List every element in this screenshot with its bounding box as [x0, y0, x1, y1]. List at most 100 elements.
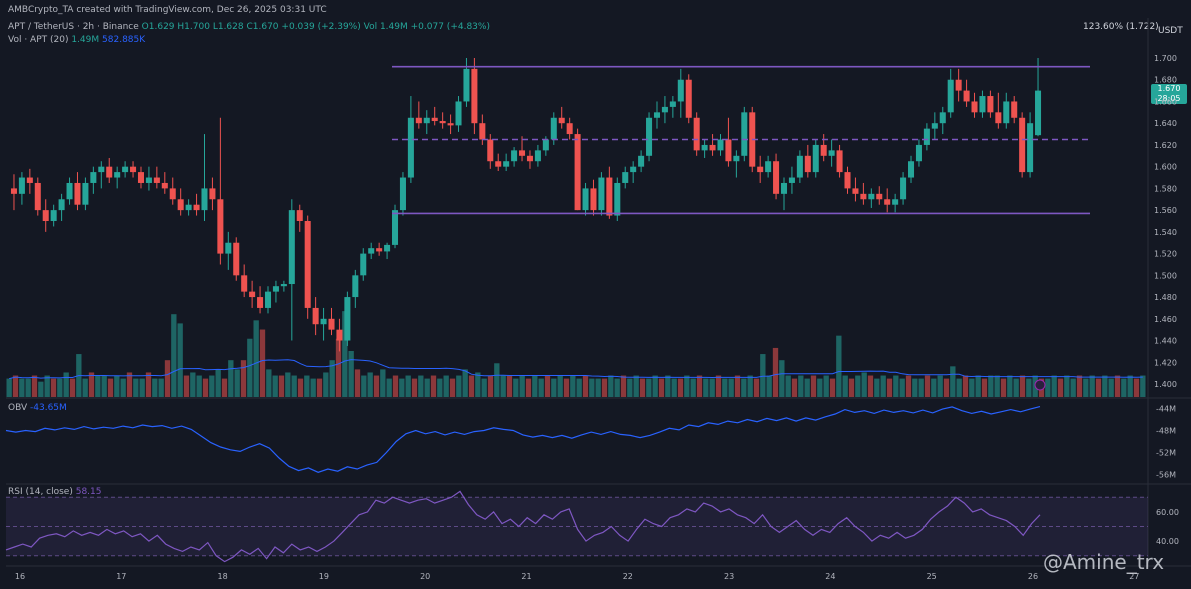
volume-bar [221, 378, 228, 397]
candle-body [161, 182, 168, 189]
candle-body [18, 177, 25, 194]
candle-body [463, 68, 470, 102]
price-axis-tick: 1.680 [1154, 76, 1177, 85]
candle-body [907, 161, 915, 178]
volume-bar [1083, 378, 1089, 397]
candle-body [669, 101, 676, 107]
volume-bar [665, 375, 671, 397]
volume-bar [316, 378, 323, 397]
volume-bar [595, 378, 601, 397]
volume-bar [335, 338, 342, 397]
price-axis-tick: 1.660 [1154, 97, 1177, 106]
candle-body [447, 123, 454, 126]
volume-bar [981, 378, 988, 397]
candle-body [765, 161, 772, 173]
volume-bar [399, 378, 405, 397]
symbol-label[interactable]: APT / TetherUS · 2h · Binance [8, 22, 139, 32]
time-axis-tick: 21 [521, 572, 531, 581]
candle-body [646, 117, 653, 156]
price-axis-tick: 1.540 [1154, 228, 1177, 237]
candle-body [264, 291, 272, 308]
volume-bar [133, 378, 139, 397]
volume-change: +0.077 (+4.83%) [410, 22, 490, 32]
volume-bar [633, 375, 639, 397]
volume-bar [209, 375, 215, 397]
volume-bar [1121, 378, 1127, 397]
candle-body [360, 253, 367, 276]
candle-body [114, 172, 121, 178]
volume-bar [411, 378, 418, 397]
volume-bar [899, 378, 905, 397]
candle-body [177, 199, 184, 211]
volume-bar [734, 375, 741, 397]
volume-bar [532, 375, 538, 397]
volume-bar [563, 378, 570, 397]
low-value: L1.628 [212, 22, 244, 32]
volume-bar [728, 378, 734, 397]
volume-bar [380, 369, 386, 397]
volume-bar [1127, 375, 1133, 397]
price-axis-tick: 1.420 [1154, 358, 1177, 367]
volume-bar [791, 378, 798, 397]
candle-body [233, 242, 240, 276]
close-value: C1.670 [246, 22, 279, 32]
volume-bar [886, 378, 893, 397]
volume-bar [323, 372, 329, 397]
volume-bar [937, 375, 943, 397]
candle-body [98, 166, 105, 173]
ohlc-legend: APT / TetherUS · 2h · Binance O1.629 H1.… [8, 22, 490, 32]
volume-bar [430, 375, 437, 397]
price-axis-tick: 1.700 [1154, 54, 1177, 63]
volume-bar [823, 375, 829, 397]
candle-body [574, 134, 581, 211]
candle-body [693, 117, 700, 151]
candle-body [185, 204, 192, 211]
price-axis-tick: 1.560 [1154, 206, 1177, 215]
candle-body [391, 210, 399, 245]
price-axis-tick: 1.580 [1154, 184, 1177, 193]
volume-bar [240, 360, 247, 397]
volume-bar [259, 329, 266, 397]
volume-bar [519, 375, 525, 397]
volume-bar [386, 378, 392, 397]
obv-legend: OBV -43.65M [8, 403, 67, 413]
candle-body [1027, 123, 1034, 173]
candle-body [622, 172, 629, 183]
volume-bar [1114, 375, 1121, 397]
volume-bar [893, 375, 899, 397]
volume-ma-value: 582.885K [102, 35, 146, 45]
candle-body [50, 210, 57, 221]
volume-bar [918, 378, 924, 397]
obv-axis-tick: -56M [1156, 471, 1176, 480]
candle-body [503, 161, 510, 167]
candle-body [74, 182, 81, 205]
candle-body [328, 318, 335, 330]
volume-bar [943, 378, 950, 397]
volume-bar [500, 375, 506, 397]
volume-bar [310, 378, 316, 397]
volume-bar [652, 375, 658, 397]
currency-label[interactable]: USDT [1158, 26, 1183, 36]
candle-body [971, 101, 978, 113]
volume-bar [475, 372, 481, 397]
volume-bar [95, 375, 101, 397]
volume-legend: Vol · APT (20) 1.49M 582.885K [8, 35, 145, 45]
candle-body [780, 182, 788, 194]
volume-bar [1019, 375, 1026, 397]
candle-body [836, 150, 843, 173]
rsi-label[interactable]: RSI (14, close) [8, 487, 73, 497]
volume-bar [1095, 378, 1102, 397]
candle-body [399, 177, 406, 211]
volume-bar [6, 378, 12, 397]
volume-bar [1070, 378, 1076, 397]
obv-label[interactable]: OBV [8, 403, 28, 413]
candle-body [987, 96, 994, 113]
candle-body [423, 117, 430, 124]
volume-indicator-label[interactable]: Vol · APT (20) [8, 35, 69, 45]
volume-bar [171, 314, 177, 397]
volume-bar [158, 378, 164, 397]
volume-bar [164, 360, 171, 397]
candle-body [653, 112, 661, 118]
volume-bar [1057, 378, 1064, 397]
